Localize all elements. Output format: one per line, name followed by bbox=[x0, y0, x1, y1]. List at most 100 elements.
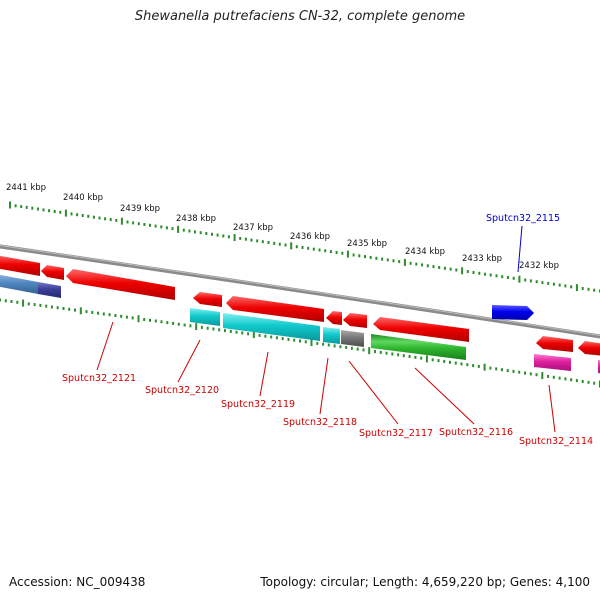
gene-label[interactable]: Sputcn32_2120 bbox=[145, 385, 219, 396]
minor-tick bbox=[143, 223, 146, 226]
minor-tick bbox=[564, 284, 567, 288]
minor-tick bbox=[489, 273, 492, 277]
gene-label[interactable]: Sputcn32_2119 bbox=[221, 399, 295, 410]
minor-tick bbox=[341, 251, 344, 255]
minor-tick bbox=[512, 369, 515, 373]
minor-tick bbox=[364, 255, 366, 259]
cog-feature[interactable] bbox=[190, 308, 220, 326]
minor-tick bbox=[0, 298, 1, 302]
minor-tick bbox=[102, 312, 105, 316]
gene-arrow-sputcn32-2118[interactable] bbox=[326, 311, 342, 325]
major-tick bbox=[575, 284, 578, 292]
major-tick bbox=[64, 209, 67, 217]
kbp-label: 2435 kbp bbox=[347, 239, 387, 249]
minor-tick bbox=[335, 251, 338, 254]
minor-tick bbox=[398, 260, 401, 264]
minor-tick bbox=[33, 303, 36, 307]
minor-tick bbox=[379, 350, 382, 354]
minor-tick bbox=[227, 235, 230, 239]
major-tick bbox=[403, 258, 406, 266]
minor-tick bbox=[92, 215, 95, 219]
minor-tick bbox=[558, 376, 561, 380]
minor-tick bbox=[345, 346, 348, 349]
gene-arrow-sputcn32-2115[interactable] bbox=[492, 305, 534, 320]
gene-arrow-sputcn32-2119[interactable] bbox=[226, 296, 324, 322]
cog-feature[interactable] bbox=[38, 282, 61, 298]
gene-label[interactable]: Sputcn32_2117 bbox=[359, 428, 433, 439]
kbp-label: 2440 kbp bbox=[63, 193, 103, 203]
minor-tick bbox=[529, 372, 532, 376]
minor-tick bbox=[570, 285, 573, 289]
gene-arrow-sputcn32-2121[interactable] bbox=[66, 269, 175, 300]
minor-tick bbox=[466, 363, 469, 367]
minor-tick bbox=[570, 378, 573, 382]
gene-label[interactable]: Sputcn32_2114 bbox=[519, 436, 593, 447]
minor-tick bbox=[426, 264, 429, 268]
major-tick bbox=[233, 234, 236, 242]
minor-tick bbox=[68, 307, 71, 311]
cog-feature[interactable] bbox=[341, 330, 364, 347]
minor-tick bbox=[501, 275, 504, 279]
minor-tick bbox=[273, 241, 276, 245]
cog-feature[interactable] bbox=[323, 327, 340, 344]
minor-tick bbox=[166, 321, 169, 325]
minor-tick bbox=[132, 221, 135, 225]
minor-tick bbox=[547, 374, 550, 378]
cog-feature[interactable] bbox=[534, 354, 571, 371]
minor-tick bbox=[421, 263, 423, 267]
minor-tick bbox=[270, 335, 273, 339]
minor-tick bbox=[552, 375, 555, 379]
minor-tick bbox=[587, 287, 590, 291]
minor-tick bbox=[301, 246, 304, 249]
gene-arrow[interactable] bbox=[41, 265, 64, 280]
gene-arrow[interactable] bbox=[578, 341, 600, 356]
minor-tick bbox=[472, 364, 475, 368]
minor-tick bbox=[524, 278, 527, 282]
minor-tick bbox=[535, 280, 538, 284]
minor-tick bbox=[369, 255, 372, 259]
major-tick bbox=[252, 331, 255, 339]
minor-tick bbox=[189, 324, 192, 328]
minor-tick bbox=[50, 305, 53, 309]
minor-tick bbox=[42, 208, 45, 212]
minor-tick bbox=[564, 377, 567, 381]
gene-label[interactable]: Sputcn32_2121 bbox=[62, 373, 136, 384]
minor-tick bbox=[241, 331, 244, 335]
minor-tick bbox=[518, 370, 521, 374]
major-tick bbox=[137, 315, 140, 323]
minor-tick bbox=[489, 366, 492, 370]
minor-tick bbox=[212, 327, 215, 331]
cog-feature[interactable] bbox=[223, 313, 320, 341]
minor-tick bbox=[575, 379, 578, 383]
gene-label[interactable]: Sputcn32_2116 bbox=[439, 427, 513, 438]
gene-arrow-sputcn32-2117[interactable] bbox=[343, 313, 367, 328]
minor-tick bbox=[137, 222, 140, 226]
minor-tick bbox=[4, 299, 7, 303]
minor-tick bbox=[506, 369, 509, 373]
minor-tick bbox=[87, 214, 90, 218]
minor-tick bbox=[409, 261, 412, 265]
minor-tick bbox=[431, 358, 434, 362]
cog-feature[interactable] bbox=[0, 274, 38, 294]
gene-arrow-sputcn32-2116[interactable] bbox=[373, 317, 469, 342]
gene-arrow-sputcn32-2120[interactable] bbox=[193, 292, 222, 307]
minor-tick bbox=[76, 213, 79, 217]
major-tick bbox=[483, 363, 486, 371]
minor-tick bbox=[218, 328, 221, 332]
gene-label[interactable]: Sputcn32_2115 bbox=[486, 213, 560, 224]
minor-tick bbox=[278, 242, 281, 246]
major-tick bbox=[9, 201, 11, 209]
minor-tick bbox=[85, 310, 88, 314]
minor-tick bbox=[16, 300, 19, 304]
minor-tick bbox=[362, 348, 365, 352]
gene-arrow-sputcn32-2114[interactable] bbox=[536, 336, 573, 352]
minor-tick bbox=[449, 267, 452, 271]
cog-feature[interactable] bbox=[371, 334, 466, 360]
minor-tick bbox=[484, 272, 486, 276]
minor-tick bbox=[529, 279, 532, 283]
major-tick bbox=[79, 307, 82, 315]
gene-arrow[interactable] bbox=[0, 255, 40, 276]
minor-tick bbox=[120, 314, 123, 318]
minor-tick bbox=[104, 217, 107, 221]
gene-label[interactable]: Sputcn32_2118 bbox=[283, 417, 357, 428]
